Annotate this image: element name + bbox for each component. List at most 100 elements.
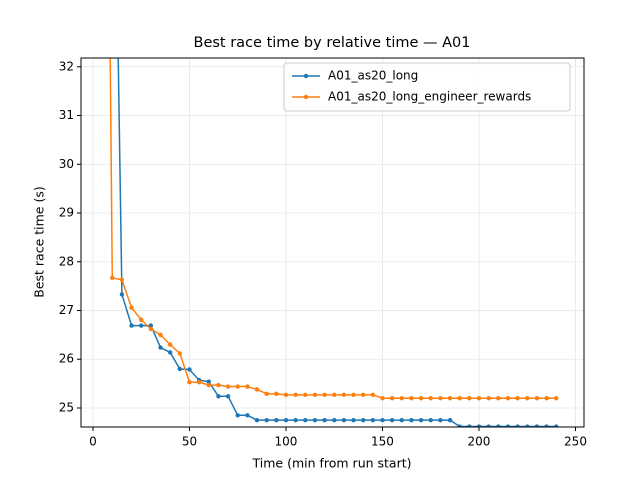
x-tick-label: 0 [89,435,97,449]
point [177,366,183,372]
point [139,317,144,322]
y-tick-label: 31 [59,108,74,122]
point [438,417,443,423]
point [312,417,318,423]
point [254,417,260,423]
y-tick-label: 28 [59,254,74,268]
point [467,424,472,427]
point [283,392,289,398]
point [283,417,289,423]
point [158,345,163,350]
point [505,396,511,401]
point [515,396,520,401]
legend-marker [303,73,309,79]
point [139,323,144,328]
legend: A01_as20_long A01_as20_long_engineer_rewa… [283,62,571,112]
y-tick-label: 29 [59,206,74,220]
point [515,424,520,427]
point [534,396,540,401]
x-tick-label: 50 [182,435,197,449]
point [167,342,173,347]
point [332,392,337,398]
point [206,382,211,388]
point [196,379,202,385]
point [129,305,134,310]
point [293,392,298,398]
axes-frame [80,57,585,428]
x-tick-label: 250 [564,435,587,449]
point [525,396,530,401]
point [409,396,414,401]
x-tick-label: 150 [371,435,394,449]
point [447,396,453,401]
point [428,396,433,401]
point [303,417,308,423]
series-line [109,58,557,399]
point [187,367,192,372]
point [341,417,347,423]
x-tick-label: 100 [275,435,298,449]
point [554,424,559,427]
point [418,396,424,401]
y-tick-label: 25 [59,400,74,414]
point [303,392,308,398]
x-tick-label: 200 [468,435,491,449]
point [428,417,433,423]
point [216,394,221,399]
point [341,392,347,398]
point [264,391,269,397]
point [129,323,134,328]
grid [81,58,584,427]
point [554,396,559,401]
x-axis-label: Time (min from run start) [252,456,412,471]
point [264,417,269,423]
point [476,396,482,401]
point [389,417,395,423]
point [418,417,424,423]
point [438,396,443,401]
point [206,379,211,384]
point [167,350,173,355]
point [544,424,549,427]
y-tick-label: 26 [59,352,74,366]
point [370,417,376,423]
point [389,396,395,401]
point [467,396,472,401]
point [119,292,125,297]
legend-box [283,62,571,112]
point [525,424,530,427]
point [505,424,511,427]
point [235,384,240,389]
point [332,417,337,423]
point [245,384,250,389]
point [322,392,327,398]
point [322,417,327,423]
point [476,424,482,427]
y-tick-label: 27 [59,303,74,317]
point [245,413,250,418]
point [235,413,240,418]
point [496,396,501,401]
legend-label: A01_as20_long [328,69,418,83]
point [216,382,221,388]
point [380,417,385,423]
point [457,396,462,401]
point [187,379,192,385]
point [225,384,231,389]
point [447,417,453,423]
point [225,394,231,399]
point [399,396,404,401]
point [177,351,183,356]
point [409,417,414,423]
point [254,387,260,392]
point [110,275,115,281]
point [158,332,163,338]
chart-title: Best race time by relative time — A01 [194,35,471,51]
y-axis-label: Best race time (s) [32,186,47,297]
legend-marker [303,94,309,100]
point [370,392,376,398]
point [486,396,491,401]
point [399,417,404,423]
point [119,277,125,282]
